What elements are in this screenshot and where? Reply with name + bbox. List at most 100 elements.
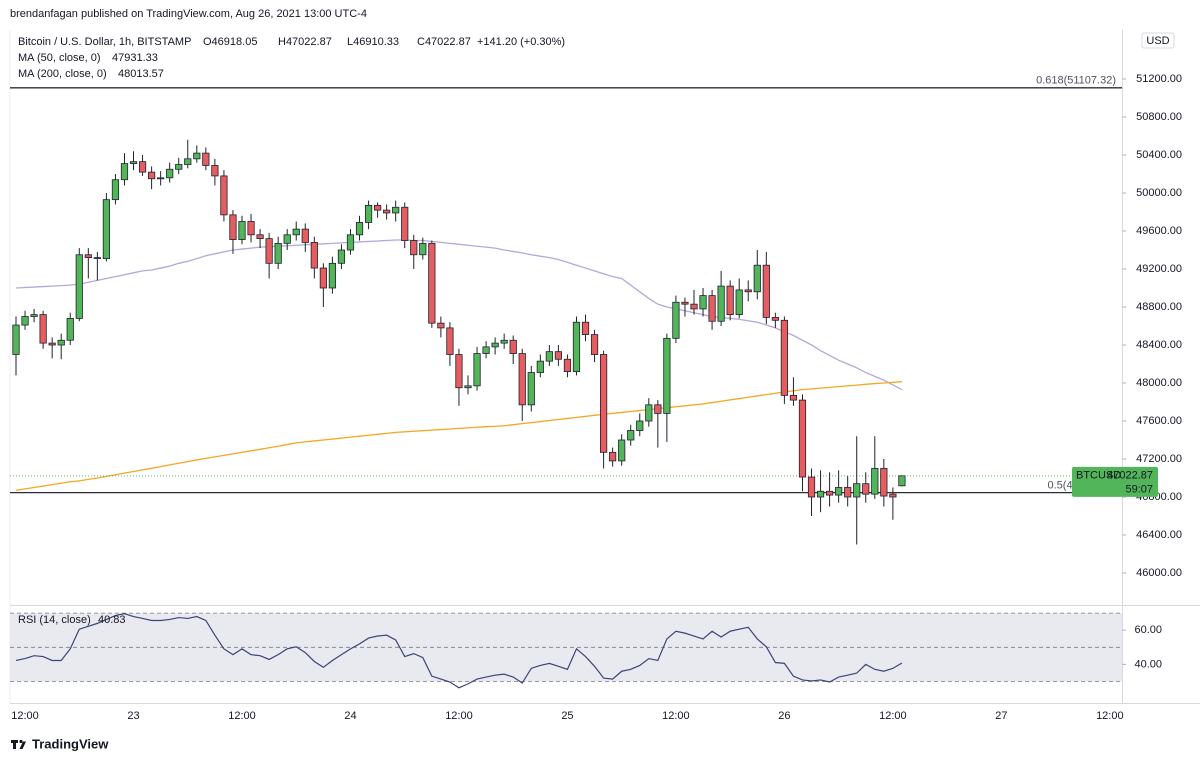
x-tick-label: 27 <box>995 710 1007 722</box>
currency-label[interactable]: USD <box>1146 35 1169 47</box>
x-tick-label: 26 <box>778 710 790 722</box>
candle-body <box>392 206 400 214</box>
y-tick-label: 50800.00 <box>1136 111 1182 123</box>
candle-body <box>826 490 834 496</box>
ma50-legend: MA (50, close, 0) <box>18 52 101 64</box>
y-tick-label: 46000.00 <box>1136 567 1182 579</box>
candle-body <box>473 353 481 387</box>
candle-body <box>835 487 843 496</box>
candle-body <box>283 234 291 244</box>
brand-logo <box>11 739 26 749</box>
candle-body <box>780 319 789 396</box>
candle-body <box>39 314 47 344</box>
candle-body <box>446 327 454 355</box>
candle-body <box>328 262 337 289</box>
candle-body <box>627 430 635 441</box>
x-tick-label: 24 <box>344 710 356 722</box>
price-tag-value: 47022.87 <box>1107 470 1153 482</box>
candle-body <box>147 171 156 180</box>
x-tick-label: 12:00 <box>879 710 907 722</box>
price-tag-symbol: BTCUSD <box>1076 470 1121 482</box>
ma200-value: 48013.57 <box>118 68 164 80</box>
candle-body <box>229 214 237 240</box>
candle-body <box>618 439 626 462</box>
y-tick-label: 50000.00 <box>1136 187 1182 199</box>
candle-body <box>708 295 716 322</box>
candle-body <box>482 346 490 354</box>
candle-body <box>536 360 544 373</box>
candle-body <box>663 337 671 414</box>
candle-body <box>220 175 228 216</box>
candle-body <box>645 404 653 422</box>
candle-body <box>93 257 101 260</box>
candle-body <box>862 483 870 495</box>
x-tick-label: 12:00 <box>11 710 39 722</box>
candle-body <box>419 242 427 256</box>
candle-body <box>364 204 373 223</box>
candle-body <box>274 242 282 264</box>
candle-body <box>744 289 752 293</box>
candle-body <box>410 240 418 256</box>
candle-body <box>572 321 581 372</box>
candle-body <box>346 234 355 251</box>
candle-body <box>428 242 436 324</box>
candle-body <box>337 249 346 264</box>
candle-body <box>563 358 572 372</box>
price-tag <box>1072 466 1158 497</box>
candle-body <box>889 493 897 498</box>
close-label: C47022.87 <box>417 36 471 48</box>
candle-body <box>120 163 129 181</box>
candle-body <box>175 164 183 170</box>
candle-body <box>111 179 120 201</box>
x-tick-label: 12:00 <box>662 710 690 722</box>
candle-body <box>455 354 463 389</box>
high-label: H47022.87 <box>278 36 332 48</box>
rsi-line <box>15 613 903 689</box>
ma50-value: 47931.33 <box>112 52 158 64</box>
candle-body <box>844 487 852 498</box>
candle-body <box>816 490 825 498</box>
price-tag-countdown: 59:07 <box>1125 484 1153 496</box>
candle-body <box>238 221 246 240</box>
rsi-y-tick-label: 60.00 <box>1134 624 1162 636</box>
y-tick-label: 48800.00 <box>1136 301 1182 313</box>
candle-body <box>491 342 499 348</box>
candle-body <box>166 168 174 179</box>
currency-box[interactable] <box>1141 32 1175 49</box>
candle-body <box>30 314 38 317</box>
rsi-legend: RSI (14, close) <box>18 614 91 626</box>
candle-body <box>247 221 255 236</box>
candle-body <box>401 206 409 241</box>
candle-body <box>355 222 364 236</box>
rsi-value: 40.83 <box>98 614 126 626</box>
candle-body <box>798 399 807 478</box>
low-label: L46910.33 <box>347 36 399 48</box>
candle-body <box>84 254 92 259</box>
candle-body <box>898 475 906 487</box>
candle-body <box>310 242 318 269</box>
x-tick-label: 23 <box>127 710 139 722</box>
x-tick-label: 12:00 <box>228 710 256 722</box>
candle-body <box>762 264 770 318</box>
change-label: +141.20 (+0.30%) <box>477 36 565 48</box>
candle-body <box>654 404 662 414</box>
candle-body <box>609 451 617 462</box>
candle-body <box>373 204 382 211</box>
candle-body <box>57 339 65 346</box>
brand-name: TradingView <box>32 736 109 751</box>
candle-body <box>138 161 147 173</box>
candle-body <box>545 351 553 362</box>
symbol-label: Bitcoin / U.S. Dollar, 1h, BITSTAMP <box>18 36 191 48</box>
open-label: O46918.05 <box>203 36 257 48</box>
ma200-legend: MA (200, close, 0) <box>18 68 107 80</box>
candle-body <box>292 228 300 236</box>
candle-body <box>12 324 20 355</box>
x-tick-label: 12:00 <box>1096 710 1124 722</box>
candle-body <box>464 385 472 389</box>
candle-body <box>265 238 273 264</box>
candle-body <box>726 285 734 316</box>
candle-body <box>681 301 689 305</box>
candle-body <box>21 316 29 326</box>
